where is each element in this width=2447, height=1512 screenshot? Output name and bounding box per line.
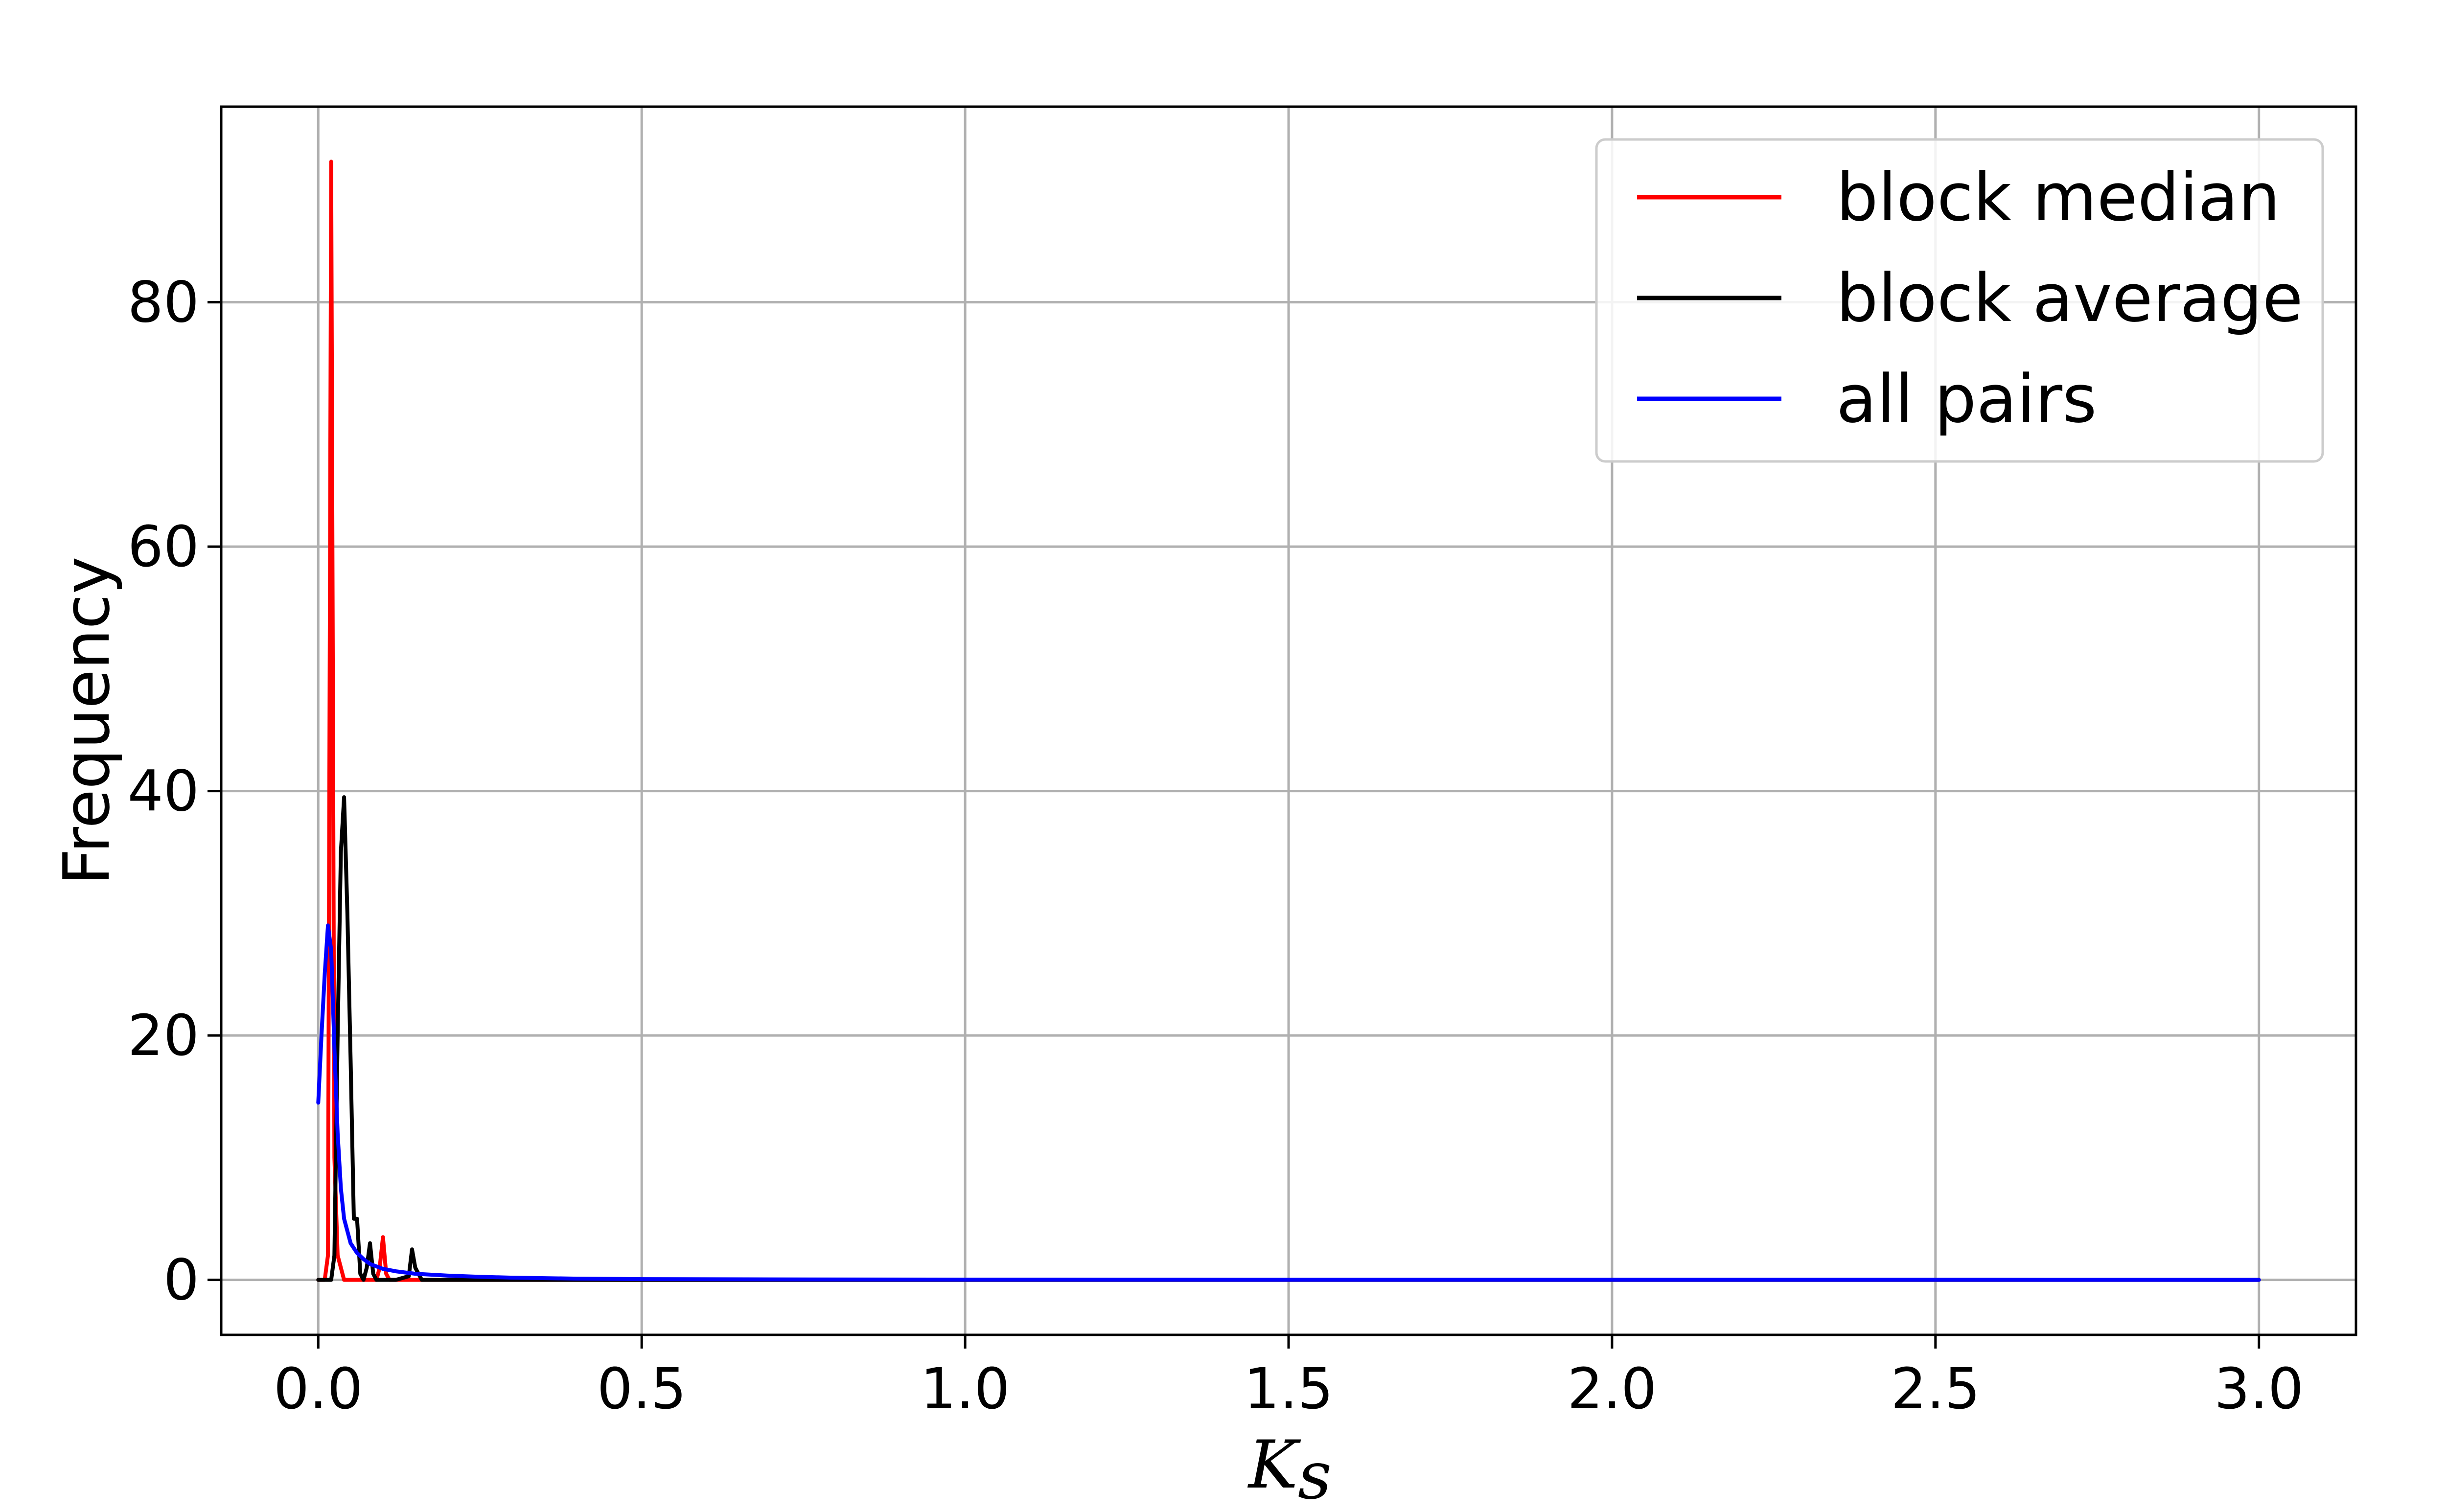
x-tick-label: 1.5 <box>1244 1356 1334 1422</box>
legend-label: block median <box>1836 159 2280 236</box>
x-axis-label-subscript: s <box>1298 1437 1332 1512</box>
series-group <box>316 160 2261 1282</box>
x-tick-label: 2.5 <box>1891 1356 1980 1422</box>
y-tick-label: 20 <box>128 1003 199 1069</box>
x-tick-label: 0.0 <box>274 1356 363 1422</box>
legend-label: all pairs <box>1836 361 2097 437</box>
x-axis-label-main: K <box>1247 1426 1301 1503</box>
legend-label: block average <box>1836 260 2303 337</box>
x-tick-label: 1.0 <box>921 1356 1010 1422</box>
y-tick-label: 80 <box>128 270 199 336</box>
y-axis-label: Frequency <box>49 556 124 885</box>
y-tick-label: 0 <box>163 1248 199 1313</box>
x-tick-label: 2.0 <box>1567 1356 1657 1422</box>
ticks: 0.0 0.5 1.0 1.5 2.0 2.5 3.0 0 20 40 60 80 <box>128 270 2304 1422</box>
y-tick-label: 40 <box>128 759 199 825</box>
legend: block median block average all pairs <box>1595 138 2324 463</box>
x-axis-label: Ks <box>1247 1426 1332 1512</box>
series-line-all-pairs <box>316 923 2261 1282</box>
legend-entries: block median block average all pairs <box>1637 159 2303 437</box>
x-tick-label: 0.5 <box>597 1356 687 1422</box>
x-tick-label: 3.0 <box>2214 1356 2304 1422</box>
y-tick-label: 60 <box>128 514 199 580</box>
legend-box <box>1595 138 2324 463</box>
